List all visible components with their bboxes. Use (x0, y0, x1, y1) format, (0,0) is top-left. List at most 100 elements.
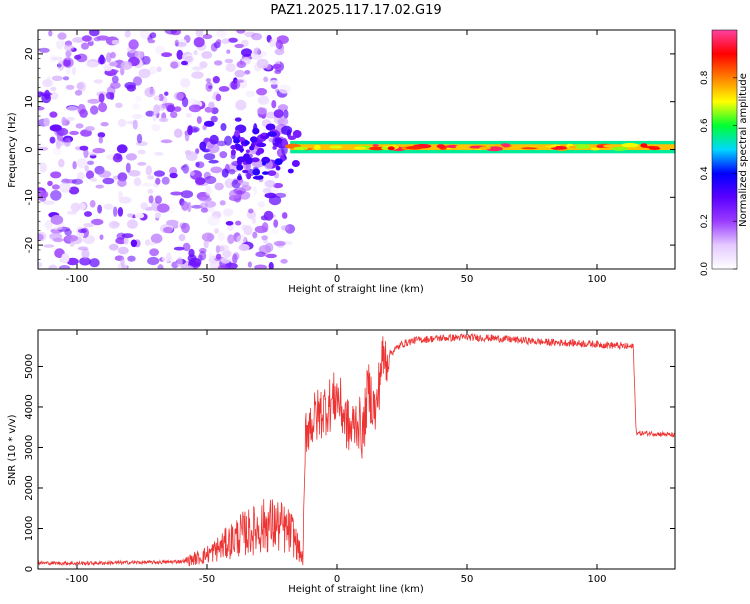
spectrogram-transition-blob (262, 171, 269, 175)
spectrogram-noise-blob (75, 123, 84, 129)
spectrogram-noise-blob (265, 253, 278, 259)
spectrogram-noise-blob (125, 153, 137, 161)
spectrogram-noise-blob (90, 105, 99, 115)
spectrogram-noise-blob (83, 148, 89, 159)
spectrogram-noise-blob (160, 139, 173, 144)
spectrogram-noise-blob (236, 30, 246, 34)
spectrogram-noise-blob (283, 109, 289, 119)
spectrogram-noise-blob (216, 39, 222, 45)
spectrogram-noise-blob (224, 135, 233, 146)
spectrogram-noise-blob (257, 107, 268, 115)
spectrogram-noise-blob (66, 105, 79, 112)
spectrogram-noise-blob (110, 81, 121, 89)
signal-band-segment (568, 145, 577, 149)
spectrogram-transition-blob (275, 165, 281, 171)
spectrogram-noise-blob (98, 170, 112, 178)
spectrogram-noise-blob (252, 186, 258, 195)
spectrogram-noise-blob (120, 256, 125, 267)
spectrogram-noise-blob (194, 104, 201, 110)
spectrogram-noise-blob (217, 232, 225, 242)
spectrogram-noise-blob (76, 82, 84, 90)
spectrogram-noise-blob (97, 56, 106, 65)
spectrogram-noise-blob (72, 66, 76, 76)
spectrogram-noise-blob (151, 124, 161, 132)
y-tick-label: 5000 (24, 354, 35, 379)
spectrogram-noise-blob (280, 258, 288, 264)
spectrogram-noise-blob (245, 90, 256, 98)
spectrogram-y-axis-label: Frequency (Hz) (7, 112, 18, 188)
spectrogram-noise-blob (219, 151, 228, 159)
spectrogram-noise-blob (120, 61, 133, 70)
signal-band-segment (353, 146, 367, 150)
spectrogram-noise-blob (128, 170, 141, 177)
spectrogram-noise-blob (185, 112, 192, 118)
spectrogram-noise-blob (220, 123, 227, 131)
spectrogram-transition-blob (249, 145, 255, 151)
spectrogram-noise-blob (153, 95, 160, 101)
spectrogram-noise-blob (220, 257, 231, 264)
y-tick-label: 0 (24, 146, 35, 152)
spectrogram-noise-blob (89, 177, 98, 182)
spectrogram-noise-blob (154, 195, 162, 204)
spectrogram-noise-blob (221, 38, 230, 45)
spectrogram-noise-blob (251, 32, 263, 41)
signal-band-segment (521, 147, 538, 150)
snr-frame (37, 329, 676, 570)
spectrogram-noise-blob (50, 86, 57, 92)
spectrogram-noise-blob (157, 104, 166, 111)
spectrogram-noise-blob (205, 185, 212, 196)
signal-band-segment (479, 146, 492, 150)
spectrogram-noise-blob (158, 93, 164, 102)
spectrogram-noise-blob (140, 202, 148, 210)
spectrogram-noise-blob (144, 87, 156, 98)
spectrogram-noise-blob (115, 102, 123, 109)
spectrogram-noise-blob (225, 63, 236, 72)
spectrogram-noise-blob (147, 175, 155, 180)
spectrogram-noise-blob (150, 233, 163, 244)
spectrogram-noise-blob (261, 222, 269, 233)
spectrogram-noise-blob (98, 102, 108, 113)
spectrogram-noise-blob (38, 91, 44, 97)
spectrogram-noise-blob (65, 84, 75, 90)
snr-x-axis-label: Height of straight line (km) (288, 584, 424, 595)
spectrogram-noise-blob (127, 213, 134, 218)
spectrogram-noise-blob (79, 108, 88, 118)
spectrogram-noise-blob (254, 264, 267, 269)
spectrogram-noise-blob (167, 104, 176, 113)
spectrogram-noise-blob (185, 151, 198, 162)
spectrogram-noise-blob (217, 264, 229, 269)
spectrogram-noise-blob (105, 92, 115, 100)
spectrogram-noise-blob (64, 44, 74, 52)
spectrogram-noise-blob (173, 246, 185, 251)
spectrogram-noise-blob (269, 38, 277, 48)
colorbar-tick-label: 0.0 (700, 262, 710, 277)
spectrogram-noise-blob (107, 39, 113, 45)
spectrogram-transition-blob (267, 131, 277, 137)
spectrogram-transition-blob (250, 136, 258, 143)
spectrogram-noise-blob (48, 30, 53, 37)
spectrogram-noise-blob (95, 184, 104, 189)
spectrogram-transition-blob (250, 157, 260, 163)
spectrogram-noise-blob (256, 88, 268, 96)
spectrogram-noise-blob (121, 233, 134, 239)
signal-band-segment (455, 144, 470, 150)
spectrogram-noise-blob (72, 161, 77, 170)
spectrogram-noise-blob (51, 184, 60, 190)
y-tick-label: 0 (24, 566, 35, 572)
x-tick-label: -50 (199, 274, 215, 285)
spectrogram-noise-blob (207, 143, 220, 154)
spectrogram-noise-blob (193, 127, 198, 133)
spectrogram-noise-blob (191, 71, 204, 79)
spectrogram-noise-blob (147, 39, 156, 44)
spectrogram-noise-blob (205, 78, 211, 83)
spectrogram-noise-blob (52, 147, 62, 156)
spectrogram-noise-blob (80, 129, 92, 137)
spectrogram-noise-blob (257, 95, 269, 105)
spectrogram-transition-blob (257, 147, 265, 154)
spectrogram-noise-blob (41, 93, 52, 104)
spectrogram-noise-blob (176, 49, 184, 60)
spectrogram-noise-blob (109, 61, 118, 67)
signal-band-segment (293, 146, 309, 151)
spectrogram-noise-blob (74, 89, 83, 96)
spectrogram-noise-blob (208, 159, 219, 164)
